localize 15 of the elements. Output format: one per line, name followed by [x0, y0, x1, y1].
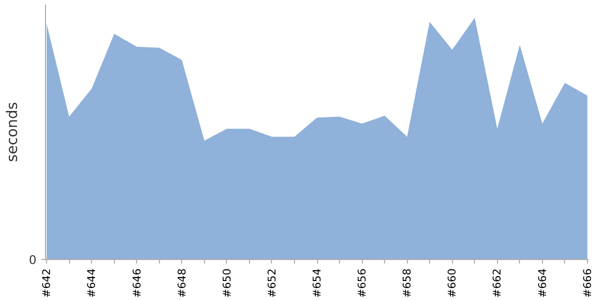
- x-tick-label: #660: [446, 268, 459, 298]
- x-tick-label: #658: [400, 268, 414, 298]
- x-tick-label: #664: [536, 268, 549, 298]
- y-axis-title: seconds: [4, 102, 21, 162]
- x-tick-label: #662: [490, 268, 504, 298]
- text: 0: [28, 253, 37, 267]
- x-tick-label: #644: [85, 268, 98, 298]
- x-tick-label: #656: [356, 268, 369, 298]
- x-tick-label: #650: [220, 268, 234, 298]
- x-tick-label: #646: [130, 268, 144, 298]
- x-tick-label: #666: [580, 268, 594, 298]
- x-tick-label: #652: [265, 268, 278, 298]
- x-tick-label: #642: [40, 268, 54, 298]
- x-tick-label: #654: [310, 268, 324, 298]
- x-tick-label: #648: [175, 268, 188, 298]
